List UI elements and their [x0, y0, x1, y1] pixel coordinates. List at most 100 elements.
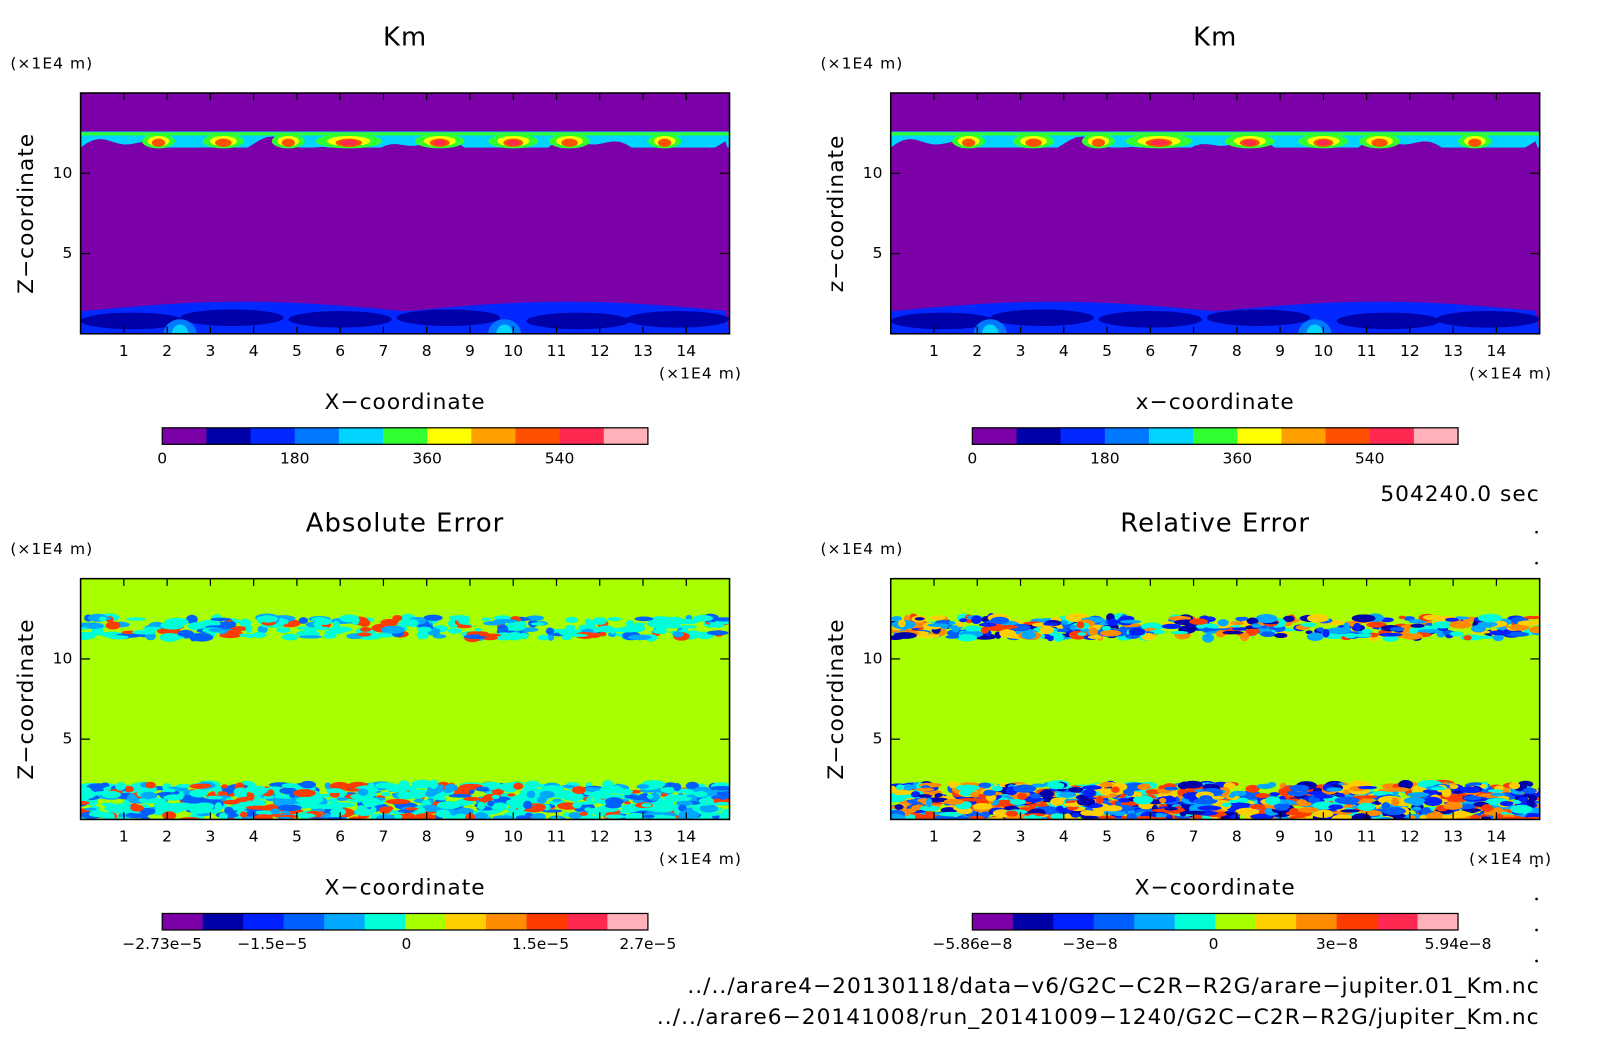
field-blob: [288, 311, 392, 328]
colorbar-box: [1148, 427, 1194, 445]
x-tick-label: 12: [590, 342, 610, 360]
field-noise: [1111, 786, 1120, 793]
y-tick-label: 5: [873, 244, 883, 262]
field-noise: [356, 805, 368, 814]
field-noise: [953, 816, 971, 820]
field-noise: [295, 796, 318, 804]
field-noise: [706, 630, 729, 636]
field-noise: [281, 783, 299, 788]
field-noise: [1499, 800, 1514, 807]
field-noise: [589, 815, 601, 820]
x-tick-label: 3: [1016, 828, 1026, 846]
field-noise: [1343, 632, 1357, 639]
field-noise: [277, 804, 302, 812]
field-noise: [932, 815, 957, 820]
y-axis-label: Z−coordinate: [14, 618, 39, 779]
field-noise: [1125, 789, 1135, 797]
x-tick-label: 2: [162, 828, 172, 846]
field-noise: [1410, 623, 1425, 628]
field-noise: [474, 627, 482, 632]
field-noise: [657, 622, 677, 629]
field-noise: [634, 616, 654, 622]
field-blob: [151, 138, 166, 147]
field-noise: [1508, 782, 1521, 790]
x-tick-label: 14: [676, 342, 696, 360]
field-noise: [370, 800, 384, 806]
field-noise: [447, 627, 463, 634]
colorbar-tick-label: −5.86e−8: [932, 935, 1012, 953]
field-noise: [1470, 814, 1480, 820]
x-unit: (×1E4 m): [659, 850, 742, 868]
field-noise: [500, 815, 513, 820]
field-noise: [226, 629, 240, 637]
field-noise: [1526, 799, 1536, 808]
field-noise: [545, 627, 555, 635]
field-noise: [890, 813, 906, 820]
field-blob: [1306, 324, 1323, 334]
field-noise: [569, 633, 589, 638]
plot-frame: [79, 577, 731, 821]
field-noise: [281, 633, 299, 641]
chart-title: Km: [1193, 23, 1237, 53]
field-noise: [130, 804, 144, 812]
field-noise: [655, 618, 670, 623]
field-noise: [1407, 792, 1430, 798]
field-noise: [956, 634, 977, 642]
field-noise: [1229, 814, 1241, 820]
field-noise: [1401, 632, 1423, 640]
colorbar-box: [162, 427, 207, 445]
field-noise: [586, 797, 593, 803]
colorbar-box: [486, 913, 527, 930]
field-noise: [270, 808, 281, 815]
x-tick-label: 3: [1016, 342, 1026, 360]
field-blob: [625, 311, 730, 328]
field-noise: [543, 803, 551, 811]
field-noise: [326, 788, 344, 794]
field-noise: [296, 626, 313, 630]
field-noise: [1235, 807, 1260, 816]
colorbar-tick-label: 180: [1090, 449, 1120, 467]
x-tick-label: 14: [1487, 828, 1507, 846]
field-noise: [245, 624, 253, 634]
field-noise: [1012, 784, 1037, 793]
field-noise: [126, 617, 147, 621]
colorbar-box: [972, 427, 1018, 445]
field-noise: [1523, 615, 1540, 620]
field-noise: [1431, 786, 1447, 791]
field-noise: [978, 782, 992, 789]
field-noise: [655, 815, 677, 820]
x-tick-label: 2: [972, 828, 982, 846]
x-tick-label: 9: [1275, 828, 1285, 846]
colorbar-box: [515, 427, 561, 445]
field-noise: [604, 797, 624, 806]
field-noise: [84, 807, 97, 811]
field-noise: [276, 627, 291, 633]
field-noise: [1227, 799, 1240, 804]
colorbar-box: [445, 913, 487, 930]
field-noise: [919, 805, 940, 812]
field-noise: [971, 615, 982, 625]
field-blob: [171, 324, 189, 334]
field-noise: [588, 620, 597, 627]
field-noise: [1306, 632, 1324, 642]
field-noise: [406, 619, 419, 628]
field-noise: [148, 797, 167, 804]
plot-frame: [79, 92, 731, 335]
field-noise: [344, 788, 363, 792]
field-noise: [1145, 789, 1158, 795]
x-tick-label: 4: [249, 342, 259, 360]
field-noise: [1255, 792, 1270, 799]
field-noise: [448, 615, 471, 621]
field-noise: [160, 621, 185, 630]
x-unit: (×1E4 m): [1469, 365, 1552, 383]
x-tick-label: 8: [1232, 828, 1242, 846]
margin-dot: [1535, 864, 1538, 868]
field-noise: [1236, 797, 1249, 803]
field-noise: [251, 632, 266, 639]
field-noise: [1487, 630, 1512, 636]
field-noise: [1118, 798, 1132, 803]
field-noise: [536, 796, 547, 804]
x-tick-label: 12: [1400, 342, 1420, 360]
field-blob: [1091, 138, 1106, 147]
field-noise: [892, 789, 916, 795]
